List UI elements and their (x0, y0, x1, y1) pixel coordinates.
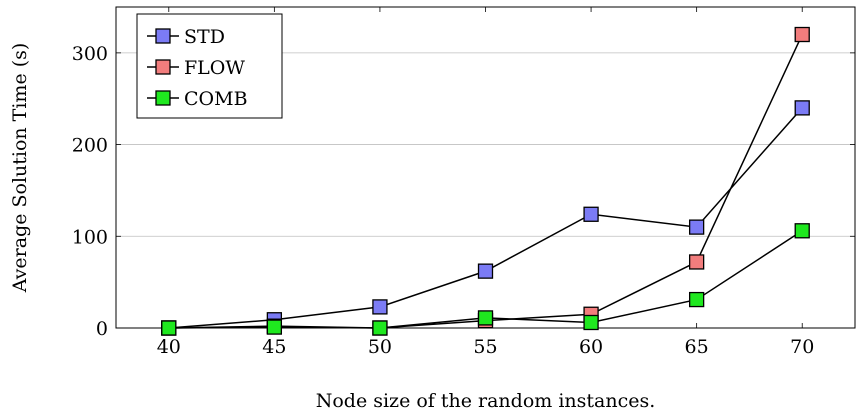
series-comb (161, 223, 810, 336)
legend-marker (155, 59, 171, 75)
y-tick-label: 0 (96, 318, 108, 340)
data-point (477, 310, 494, 326)
series-std (161, 100, 810, 336)
data-point (583, 314, 599, 331)
data-point (477, 263, 494, 279)
legend-label: FLOW (184, 57, 245, 79)
x-tick-label: 45 (262, 336, 286, 358)
series-line (168, 107, 803, 329)
data-point (794, 100, 810, 116)
x-tick-label: 65 (685, 336, 709, 358)
data-point (688, 254, 705, 270)
axis-ticks: 40 45 50 55 60 65 70 0 100 200 300 (72, 7, 855, 358)
x-tick-label: 55 (473, 336, 497, 358)
legend-label: COMB (184, 88, 248, 110)
legend-label: STD (184, 26, 225, 48)
data-point (794, 223, 810, 239)
legend-marker (155, 90, 171, 106)
legend-marker (155, 28, 171, 44)
series-layer (161, 26, 810, 336)
x-tick-label: 60 (579, 336, 603, 358)
data-point (583, 206, 599, 222)
x-tick-label: 40 (157, 336, 181, 358)
y-axis-label: Average Solution Time (s) (9, 43, 31, 294)
legend: STD FLOW COMB (136, 13, 283, 119)
data-point (688, 291, 705, 308)
x-tick-label: 50 (368, 336, 392, 358)
y-tick-label: 200 (72, 135, 108, 157)
data-point (372, 299, 388, 315)
data-point (266, 319, 283, 335)
y-tick-label: 300 (72, 43, 108, 65)
data-point (161, 320, 177, 336)
data-point (794, 26, 810, 43)
y-tick-label: 100 (72, 226, 108, 248)
x-axis-label: Node size of the random instances. (316, 390, 656, 412)
data-point (372, 320, 388, 336)
data-point (688, 219, 705, 235)
x-tick-label: 70 (790, 336, 814, 358)
